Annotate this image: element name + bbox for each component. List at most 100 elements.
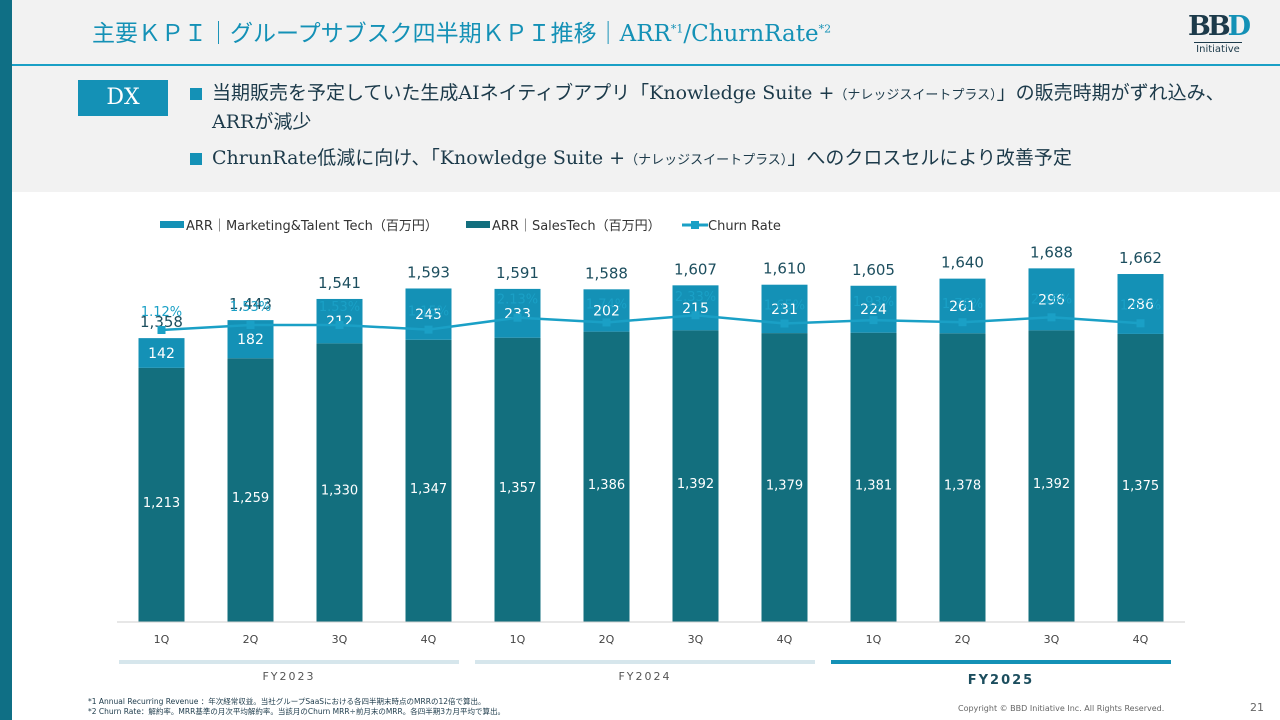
- bar-total-label: 1,607: [674, 260, 717, 278]
- x-tick-label: 3Q: [1044, 633, 1060, 646]
- x-tick-label: 2Q: [243, 633, 259, 646]
- bar-marketing: [494, 288, 541, 338]
- fy-group-label: FY2024: [618, 670, 671, 683]
- churn-label: 1.15%: [408, 305, 449, 320]
- churn-point: [691, 311, 700, 320]
- bar-salestech: [316, 343, 363, 622]
- churn-point: [1047, 313, 1056, 322]
- bar-label-salestech: 1,386: [588, 478, 625, 493]
- fy-group-label: FY2025: [968, 673, 1034, 688]
- bar-total-label: 1,688: [1030, 243, 1073, 261]
- arr-churn-chart: ARR｜Marketing&Talent Tech（百万円） ARR｜SalesT…: [117, 219, 1185, 688]
- bar-marketing: [138, 338, 185, 368]
- bar-salestech: [1028, 330, 1075, 622]
- bar-label-salestech: 1,357: [499, 481, 536, 496]
- x-tick-label: 4Q: [1133, 633, 1149, 646]
- left-accent-bar: [0, 0, 12, 720]
- churn-label: 2.16%: [1031, 292, 1072, 307]
- bar-salestech: [1117, 333, 1164, 622]
- bullet-square-icon: [190, 88, 202, 100]
- bar-label-salestech: 1,347: [410, 482, 447, 497]
- fy-group-label: FY2023: [262, 670, 315, 683]
- bar-label-marketing: 142: [148, 346, 175, 362]
- churn-point: [602, 318, 611, 327]
- copyright: Copyright © BBD Initiative Inc. All Righ…: [958, 704, 1165, 713]
- bar-total-label: 1,605: [852, 261, 895, 279]
- footnote-arr: *1 Annual Recurring Revenue ：年次経常収益。当社グル…: [88, 697, 486, 706]
- bar-salestech: [227, 358, 274, 622]
- bar-label-salestech: 1,392: [677, 477, 714, 492]
- bar-total-label: 1,593: [407, 263, 450, 281]
- churn-point: [335, 320, 344, 329]
- churn-point: [1136, 319, 1145, 328]
- bar-salestech: [672, 330, 719, 622]
- churn-label: 1.76%: [942, 297, 983, 312]
- x-tick-label: 1Q: [510, 633, 526, 646]
- legend-marker-2: [691, 221, 699, 229]
- summary-bullet-2: ChrunRate低減に向け、「Knowledge Suite +（ナレッジスイ…: [190, 145, 1232, 174]
- legend-label-2: Churn Rate: [708, 219, 781, 234]
- bar-label-marketing: 224: [860, 302, 887, 318]
- bar-label-salestech: 1,330: [321, 484, 358, 499]
- bar-salestech: [583, 331, 630, 622]
- page-title: 主要ＫＰＩ｜グループサブスク四半期ＫＰＩ推移｜ARR*1/ChurnRate*2: [92, 21, 832, 47]
- churn-label: 1.65%: [764, 299, 805, 314]
- bar-salestech: [494, 337, 541, 622]
- x-tick-label: 1Q: [154, 633, 170, 646]
- bar-label-marketing: 182: [237, 332, 264, 348]
- bar-total-label: 1,610: [763, 260, 806, 278]
- bar-label-marketing: 202: [593, 303, 620, 319]
- bar-total-label: 1,358: [140, 313, 183, 331]
- legend-label-0: ARR｜Marketing&Talent Tech（百万円）: [186, 219, 438, 234]
- summary-band: [12, 66, 1280, 192]
- bar-marketing: [850, 285, 897, 333]
- bar-label-marketing: 215: [682, 301, 709, 317]
- dx-badge: DX: [78, 80, 168, 116]
- x-tick-label: 3Q: [688, 633, 704, 646]
- bar-label-salestech: 1,392: [1033, 477, 1070, 492]
- x-tick-label: 1Q: [866, 633, 882, 646]
- churn-point: [869, 316, 878, 325]
- bar-salestech: [761, 333, 808, 622]
- churn-label: 1.53%: [230, 300, 271, 315]
- churn-label: 2.13%: [497, 293, 538, 308]
- churn-label: 1.93%: [853, 295, 894, 310]
- bar-total-label: 1,591: [496, 264, 539, 282]
- bar-total-label: 1,443: [229, 295, 272, 313]
- churn-point: [157, 326, 166, 334]
- x-tick-label: 4Q: [421, 633, 437, 646]
- x-tick-label: 2Q: [955, 633, 971, 646]
- bar-label-salestech: 1,381: [855, 478, 892, 493]
- bar-label-marketing: 245: [415, 307, 442, 323]
- bullet-square-icon: [190, 153, 202, 165]
- bar-label-marketing: 231: [771, 302, 798, 318]
- summary-bullet-1: 当期販売を予定していた生成AIネイティブアプリ「Knowledge Suite …: [190, 80, 1232, 135]
- bar-label-marketing: 286: [1127, 297, 1154, 313]
- bar-total-label: 1,588: [585, 264, 628, 282]
- bar-marketing: [672, 285, 719, 331]
- bar-salestech: [138, 367, 185, 622]
- bar-salestech: [405, 339, 452, 622]
- churn-label: 1.53%: [319, 300, 360, 315]
- churn-point: [246, 320, 255, 329]
- churn-label: 1.74%: [586, 297, 627, 312]
- header-bar: [12, 0, 1280, 66]
- churn-point: [424, 325, 433, 334]
- footnote-churn: *2 Churn Rate：解約率。MRR基準の月次平均解約率。当該月のChur…: [88, 707, 506, 716]
- legend-swatch-1: [466, 221, 490, 228]
- company-logo: BBD Initiative: [1188, 11, 1251, 56]
- bar-label-salestech: 1,375: [1122, 479, 1159, 494]
- bar-label-salestech: 1,379: [766, 479, 803, 494]
- bar-label-salestech: 1,259: [232, 491, 269, 506]
- churn-rate-line: [161, 313, 1141, 332]
- churn-point: [780, 319, 789, 328]
- x-tick-label: 2Q: [599, 633, 615, 646]
- churn-label: 1.67%: [1120, 298, 1161, 313]
- header-divider: [12, 64, 1280, 66]
- legend-swatch-0: [160, 221, 184, 228]
- x-tick-label: 3Q: [332, 633, 348, 646]
- bar-label-marketing: 261: [949, 299, 976, 315]
- bar-total-label: 1,640: [941, 254, 984, 272]
- churn-label: 1.12%: [141, 305, 182, 320]
- bar-label-salestech: 1,213: [143, 496, 180, 511]
